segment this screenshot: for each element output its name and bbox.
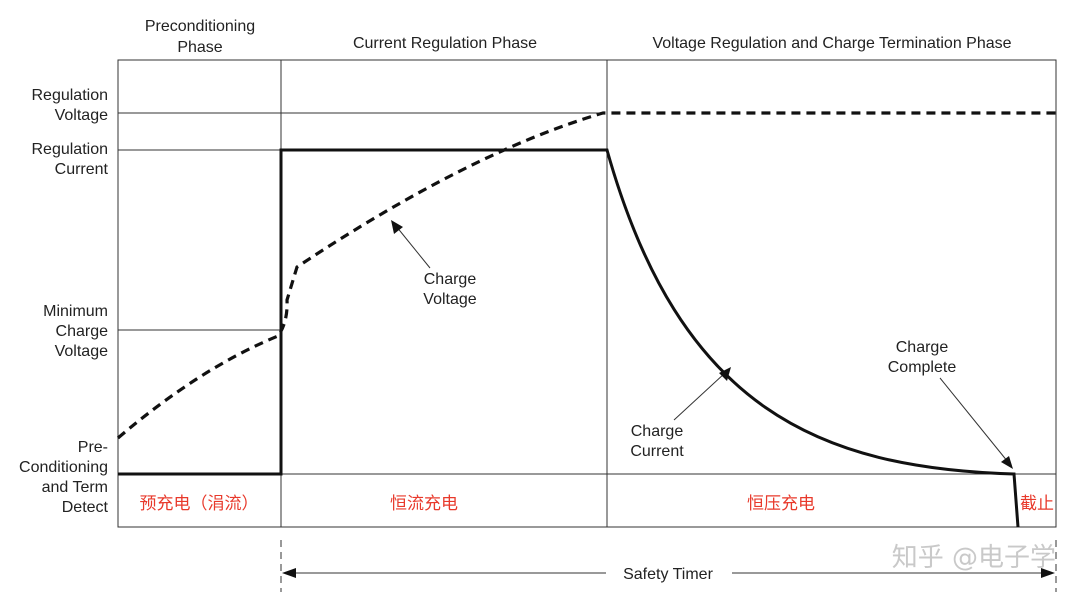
y-label-minimum-charge-voltage: Minimum Charge Voltage — [43, 303, 108, 360]
watermark: 知乎 @电子学 — [892, 543, 1056, 573]
svg-text:Conditioning: Conditioning — [19, 459, 108, 476]
svg-text:Pre-: Pre- — [78, 439, 108, 456]
y-label-pre-conditioning: Pre- Conditioning and Term Detect — [19, 439, 109, 516]
charge-current-arrowhead — [719, 367, 731, 381]
stage-label-trickle: 预充电（涓流） — [140, 494, 259, 514]
charge-current-label-line2: Current — [630, 443, 684, 460]
plot-frame — [117, 59, 1057, 528]
svg-text:Regulation: Regulation — [32, 141, 109, 158]
charge-complete-label-line1: Charge — [896, 339, 949, 356]
charge-current-pointer — [673, 372, 726, 421]
svg-text:Current: Current — [55, 161, 109, 178]
charge-complete-pointer — [939, 377, 1009, 463]
voltage-regulation-phase-title: Voltage Regulation and Charge Terminatio… — [652, 35, 1011, 52]
charge-current-curve — [118, 148, 1020, 528]
stage-label-constant-voltage: 恒压充电 — [747, 494, 815, 514]
svg-text:Regulation: Regulation — [32, 87, 109, 104]
charge-voltage-curve — [116, 111, 1056, 440]
safety-timer-label: Safety Timer — [623, 566, 713, 583]
y-label-regulation-current: Regulation Current — [32, 141, 109, 178]
charge-voltage-arrowhead — [391, 220, 403, 234]
current-regulation-phase-title: Current Regulation Phase — [353, 35, 537, 52]
charge-complete-label-line2: Complete — [888, 359, 957, 376]
safety-timer-left-arrowhead — [282, 568, 296, 578]
svg-text:and Term: and Term — [42, 479, 108, 496]
svg-text:Minimum: Minimum — [43, 303, 108, 320]
svg-text:Voltage: Voltage — [55, 107, 108, 124]
svg-text:Voltage: Voltage — [55, 343, 108, 360]
charge-voltage-pointer — [395, 225, 431, 269]
safety-timer-right-arrowhead — [1041, 568, 1055, 578]
charge-voltage-label-line2: Voltage — [423, 291, 476, 308]
precondition-phase-title-line2: Phase — [177, 39, 222, 56]
svg-text:Detect: Detect — [62, 499, 109, 516]
charge-voltage-label-line1: Charge — [424, 271, 477, 288]
precondition-phase-title-line1: Preconditioning — [145, 18, 255, 35]
stage-label-cutoff: 截止 — [1020, 494, 1054, 514]
y-label-regulation-voltage: Regulation Voltage — [32, 87, 109, 124]
svg-text:Charge: Charge — [56, 323, 109, 340]
charge-complete-arrowhead — [1001, 456, 1013, 469]
stage-label-constant-current: 恒流充电 — [390, 494, 458, 514]
charge-current-label-line1: Charge — [631, 423, 684, 440]
